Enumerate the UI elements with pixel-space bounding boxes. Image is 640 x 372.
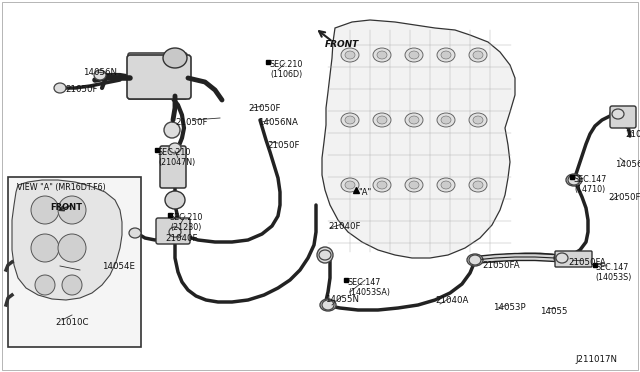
Ellipse shape xyxy=(437,113,455,127)
Text: SEC.210
(21047N): SEC.210 (21047N) xyxy=(158,148,195,167)
Text: 14056NB: 14056NB xyxy=(615,160,640,169)
FancyBboxPatch shape xyxy=(555,251,592,267)
Text: 14055: 14055 xyxy=(540,307,568,316)
Ellipse shape xyxy=(610,107,626,121)
Ellipse shape xyxy=(341,178,359,192)
Ellipse shape xyxy=(31,234,59,262)
Ellipse shape xyxy=(405,48,423,62)
Ellipse shape xyxy=(469,255,481,265)
Text: 21040A: 21040A xyxy=(435,296,468,305)
Ellipse shape xyxy=(377,116,387,124)
Text: VIEW "A" (MR16DT.F6): VIEW "A" (MR16DT.F6) xyxy=(17,183,106,192)
Ellipse shape xyxy=(409,51,419,59)
Ellipse shape xyxy=(58,234,86,262)
Ellipse shape xyxy=(341,113,359,127)
Text: 21050F: 21050F xyxy=(625,130,640,139)
Text: 21050F: 21050F xyxy=(175,118,207,127)
Text: 14056N: 14056N xyxy=(83,68,117,77)
Ellipse shape xyxy=(165,191,185,209)
Ellipse shape xyxy=(169,227,181,237)
Text: 21010C: 21010C xyxy=(55,318,88,327)
Bar xyxy=(8,177,141,347)
Text: FRONT: FRONT xyxy=(50,203,82,212)
Text: 14055N: 14055N xyxy=(325,295,359,304)
FancyBboxPatch shape xyxy=(127,55,191,99)
Text: 14053P: 14053P xyxy=(493,303,525,312)
Ellipse shape xyxy=(94,70,106,80)
Ellipse shape xyxy=(566,174,582,186)
Text: 14054E: 14054E xyxy=(102,262,135,271)
FancyBboxPatch shape xyxy=(610,106,636,128)
Ellipse shape xyxy=(441,181,451,189)
Ellipse shape xyxy=(409,116,419,124)
Text: 21050F: 21050F xyxy=(608,193,640,202)
Text: 14056NA: 14056NA xyxy=(258,118,298,127)
Ellipse shape xyxy=(58,196,86,224)
Text: SEC.147
(14710): SEC.147 (14710) xyxy=(574,175,607,195)
Text: 21050F: 21050F xyxy=(248,104,280,113)
Ellipse shape xyxy=(35,275,55,295)
Ellipse shape xyxy=(437,48,455,62)
Ellipse shape xyxy=(345,181,355,189)
Text: J211017N: J211017N xyxy=(575,355,617,364)
Polygon shape xyxy=(12,180,122,300)
Ellipse shape xyxy=(473,51,483,59)
Ellipse shape xyxy=(31,196,59,224)
Text: SEC.147
(14053SA): SEC.147 (14053SA) xyxy=(348,278,390,297)
Ellipse shape xyxy=(405,113,423,127)
Text: 21050FA: 21050FA xyxy=(568,258,605,267)
Ellipse shape xyxy=(62,275,82,295)
Ellipse shape xyxy=(320,299,336,311)
Ellipse shape xyxy=(373,178,391,192)
Polygon shape xyxy=(322,20,515,258)
Text: SEC.147
(14053S): SEC.147 (14053S) xyxy=(595,263,632,282)
Ellipse shape xyxy=(473,181,483,189)
Ellipse shape xyxy=(129,228,141,238)
Ellipse shape xyxy=(556,253,568,263)
FancyBboxPatch shape xyxy=(160,146,186,188)
Ellipse shape xyxy=(165,224,185,240)
Ellipse shape xyxy=(345,51,355,59)
Ellipse shape xyxy=(405,178,423,192)
FancyBboxPatch shape xyxy=(156,218,190,244)
FancyBboxPatch shape xyxy=(128,53,187,99)
Ellipse shape xyxy=(441,116,451,124)
Ellipse shape xyxy=(469,48,487,62)
Text: SEC.210
(1106D): SEC.210 (1106D) xyxy=(270,60,303,79)
Text: 21050FA: 21050FA xyxy=(482,261,520,270)
Ellipse shape xyxy=(54,83,66,93)
Ellipse shape xyxy=(469,113,487,127)
Ellipse shape xyxy=(473,116,483,124)
Ellipse shape xyxy=(441,51,451,59)
Ellipse shape xyxy=(409,181,419,189)
Ellipse shape xyxy=(568,175,580,185)
Ellipse shape xyxy=(377,51,387,59)
Ellipse shape xyxy=(317,247,333,263)
Ellipse shape xyxy=(341,48,359,62)
Ellipse shape xyxy=(322,300,334,310)
Ellipse shape xyxy=(164,165,180,185)
Ellipse shape xyxy=(467,254,483,266)
Ellipse shape xyxy=(469,178,487,192)
Text: "A": "A" xyxy=(358,188,371,197)
Ellipse shape xyxy=(345,116,355,124)
Ellipse shape xyxy=(164,122,180,138)
Ellipse shape xyxy=(169,143,181,153)
Ellipse shape xyxy=(373,48,391,62)
Ellipse shape xyxy=(437,178,455,192)
Text: FRONT: FRONT xyxy=(325,40,359,49)
Ellipse shape xyxy=(377,181,387,189)
Text: 21050F: 21050F xyxy=(65,85,97,94)
Ellipse shape xyxy=(319,250,331,260)
Text: 21040F: 21040F xyxy=(328,222,360,231)
Ellipse shape xyxy=(554,252,570,264)
Ellipse shape xyxy=(612,109,624,119)
Ellipse shape xyxy=(163,48,187,68)
Text: 21050F: 21050F xyxy=(267,141,300,150)
Text: 21040F: 21040F xyxy=(165,234,198,243)
Ellipse shape xyxy=(373,113,391,127)
Text: SEC.210
(21230): SEC.210 (21230) xyxy=(170,213,204,232)
